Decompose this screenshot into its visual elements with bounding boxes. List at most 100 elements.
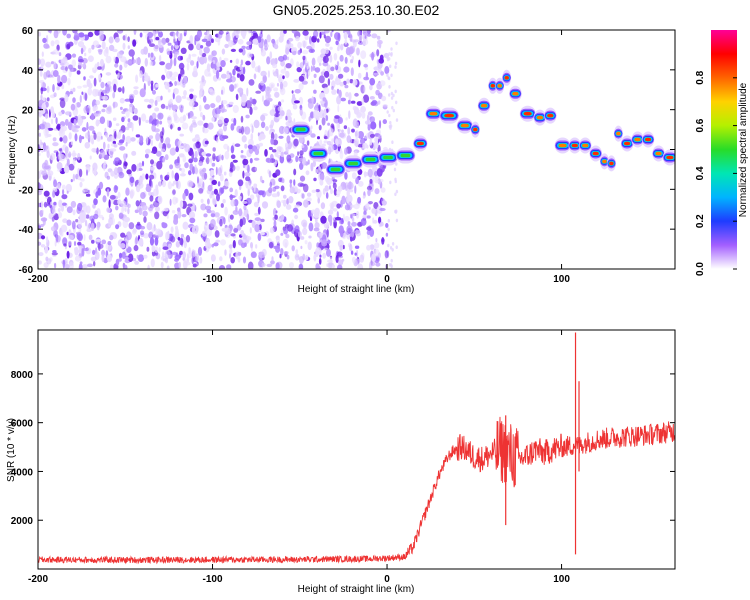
noise-speckle <box>309 35 312 45</box>
noise-speckle <box>106 108 112 115</box>
noise-speckle <box>198 161 203 167</box>
noise-speckle <box>120 200 127 207</box>
noise-speckle <box>360 137 366 145</box>
noise-speckle <box>298 263 304 269</box>
noise-speckle <box>52 84 55 93</box>
noise-speckle <box>38 152 41 157</box>
noise-speckle <box>356 249 359 258</box>
noise-speckle <box>149 43 155 47</box>
noise-speckle <box>253 106 258 111</box>
noise-speckle <box>95 100 101 106</box>
noise-speckle <box>73 32 80 41</box>
noise-speckle <box>299 150 304 156</box>
noise-speckle <box>73 241 77 246</box>
noise-speckle <box>370 121 377 130</box>
noise-speckle <box>140 230 145 235</box>
noise-speckle <box>246 236 252 241</box>
track-segment <box>383 155 393 160</box>
noise-speckle <box>154 206 160 212</box>
noise-speckle <box>124 256 130 261</box>
noise-speckle <box>57 211 63 219</box>
noise-speckle <box>56 162 63 170</box>
y-tick-label: 4000 <box>11 467 34 478</box>
noise-speckle <box>301 156 307 166</box>
noise-speckle <box>203 56 207 64</box>
noise-speckle <box>378 120 382 129</box>
noise-speckle <box>86 228 92 232</box>
noise-speckle <box>118 139 125 144</box>
noise-speckle <box>108 36 114 44</box>
noise-speckle <box>388 76 391 81</box>
noise-speckle <box>220 73 227 79</box>
noise-speckle <box>156 118 160 127</box>
track-peak <box>512 91 519 96</box>
noise-speckle <box>358 59 361 68</box>
noise-speckle <box>106 254 113 263</box>
noise-speckle <box>175 241 181 248</box>
noise-speckle <box>139 225 146 230</box>
noise-speckle <box>171 183 175 187</box>
noise-speckle <box>110 148 117 152</box>
noise-speckle <box>351 128 355 133</box>
noise-speckle <box>208 54 213 61</box>
noise-speckle <box>172 196 178 205</box>
noise-speckle <box>169 71 173 78</box>
noise-speckle <box>344 84 349 89</box>
noise-speckle <box>53 61 57 70</box>
noise-speckle <box>240 115 244 123</box>
noise-speckle <box>230 48 236 53</box>
noise-speckle <box>310 162 314 172</box>
noise-speckle <box>367 111 373 116</box>
noise-speckle <box>131 164 137 172</box>
noise-speckle <box>384 250 390 259</box>
noise-speckle <box>387 227 390 232</box>
noise-speckle <box>185 261 191 266</box>
noise-speckle <box>364 35 367 39</box>
noise-speckle <box>279 110 285 117</box>
snr-line <box>38 416 675 565</box>
noise-speckle <box>316 38 320 43</box>
noise-speckle <box>189 163 194 171</box>
noise-speckle <box>114 185 119 191</box>
noise-speckle <box>209 90 216 96</box>
noise-speckle <box>108 222 111 228</box>
noise-speckle <box>318 62 322 66</box>
noise-speckle <box>65 183 73 193</box>
noise-speckle <box>291 245 295 252</box>
noise-speckle <box>340 97 347 102</box>
noise-speckle <box>148 98 155 104</box>
noise-speckle <box>193 121 197 126</box>
noise-speckle <box>40 94 43 100</box>
noise-speckle <box>226 78 233 83</box>
noise-speckle <box>82 84 88 88</box>
noise-speckle <box>72 87 76 93</box>
noise-speckle <box>372 217 375 224</box>
noise-speckle <box>186 62 190 71</box>
noise-speckle <box>148 231 154 239</box>
noise-speckle <box>95 238 102 242</box>
noise-speckle <box>355 210 360 219</box>
noise-speckle <box>53 201 57 206</box>
noise-speckle <box>97 91 101 97</box>
noise-speckle <box>268 241 274 249</box>
noise-speckle <box>202 127 209 134</box>
noise-speckle <box>215 239 221 243</box>
noise-speckle <box>117 30 124 34</box>
noise-speckle <box>113 144 118 148</box>
noise-speckle <box>298 96 304 106</box>
noise-speckle <box>155 83 159 88</box>
noise-speckle <box>207 184 213 192</box>
noise-speckle <box>163 258 167 262</box>
noise-speckle <box>69 91 74 95</box>
noise-speckle <box>233 228 239 233</box>
noise-speckle <box>172 189 176 195</box>
noise-speckle <box>175 95 182 103</box>
noise-speckle <box>346 225 353 233</box>
noise-speckle <box>47 74 53 78</box>
noise-speckle <box>150 150 157 154</box>
noise-speckle <box>339 54 344 62</box>
noise-speckle <box>97 110 102 115</box>
noise-speckle <box>68 151 72 158</box>
noise-speckle <box>57 74 61 84</box>
noise-speckle <box>186 252 193 258</box>
